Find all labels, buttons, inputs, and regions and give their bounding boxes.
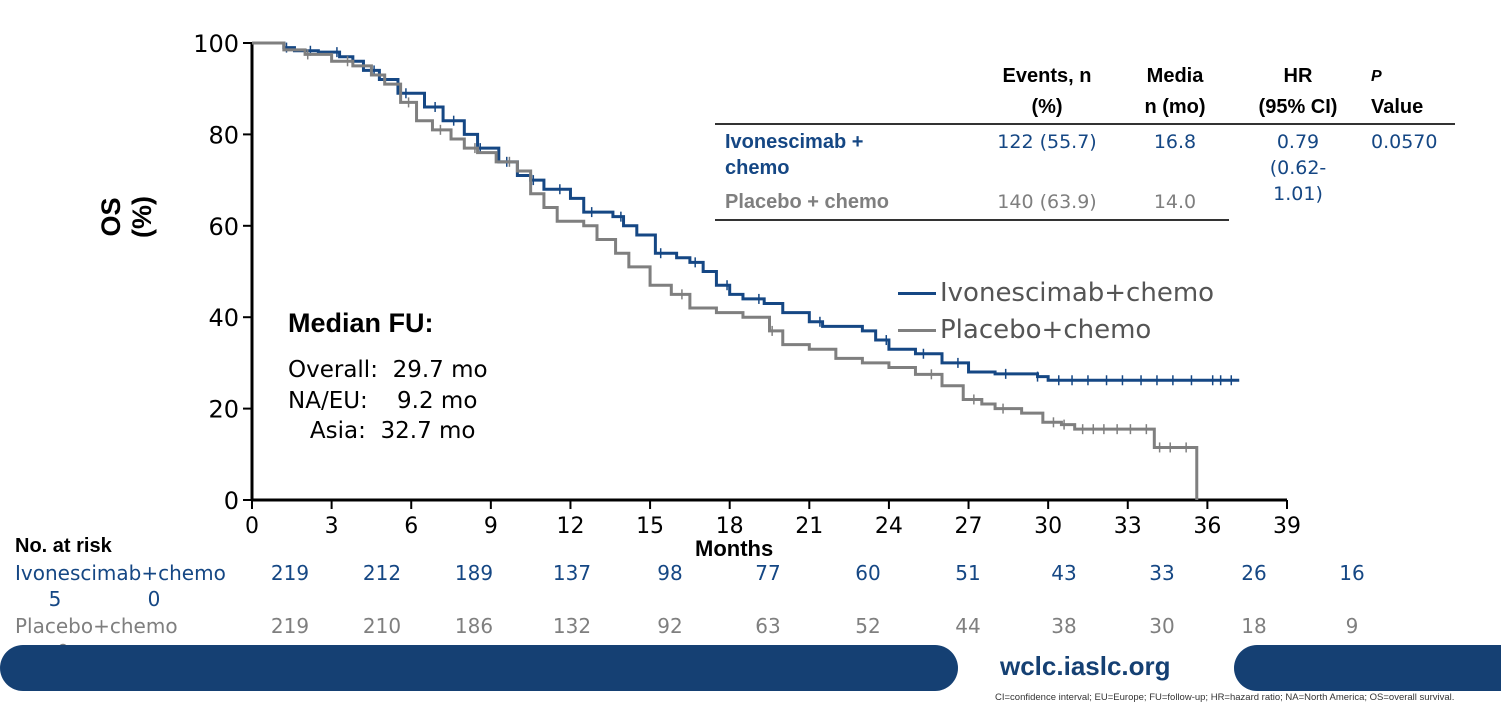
y-tick-label: 20 — [208, 396, 239, 424]
y-tick-label: 40 — [208, 304, 239, 332]
header-arm — [715, 60, 973, 125]
risk-value: 132 — [552, 614, 592, 638]
x-tick-label: 30 — [1034, 514, 1062, 539]
footer-band-left — [0, 645, 958, 691]
efficacy-table: Events, n (%) Media n (mo) HR (95% CI) P Val… — [715, 60, 1455, 221]
risk-value: 30 — [1149, 614, 1175, 638]
legend-label-placebo: Placebo+chemo — [940, 315, 1152, 345]
median-placebo: 14.0 — [1121, 185, 1229, 221]
legend-item-ivonescimab: Ivonescimab+chemo — [898, 278, 1214, 308]
x-tick-label: 3 — [325, 514, 339, 539]
risk-value: 18 — [1241, 614, 1267, 638]
risk-value: 212 — [362, 561, 402, 585]
median-fu-title: Median FU: — [288, 308, 434, 338]
footer-band-right — [1234, 645, 1501, 691]
events-ivonescimab: 122 (55.7) — [997, 131, 1097, 153]
header-p-value: P Value — [1367, 60, 1455, 125]
arm-placebo: Placebo + chemo — [715, 185, 973, 221]
header-events: Events, n (%) — [973, 60, 1121, 125]
header-hr: HR (95% CI) — [1229, 60, 1367, 125]
risk-value: 186 — [454, 614, 494, 638]
legend-swatch-placebo — [898, 328, 936, 332]
median-ivonescimab: 16.8 — [1153, 131, 1197, 153]
y-tick-label: 100 — [193, 30, 239, 58]
risk-value: 60 — [855, 561, 881, 585]
x-tick-label: 6 — [404, 514, 418, 539]
legend-swatch-ivonescimab — [898, 291, 936, 295]
risk-value: 38 — [1051, 614, 1077, 638]
median-fu-overall: Overall: 29.7 mo — [288, 357, 488, 383]
risk-label-placebo: Placebo+chemo — [15, 614, 178, 638]
x-tick-label: 27 — [955, 514, 983, 539]
x-axis-label: Months — [695, 536, 774, 561]
risk-value: 26 — [1241, 561, 1267, 585]
p-value: 0.0570 — [1371, 131, 1438, 153]
arm-ivonescimab: Ivonescimab + chemo — [725, 131, 864, 179]
footnote: CI=confidence interval; EU=Europe; FU=fo… — [995, 692, 1455, 703]
events-placebo: 140 (63.9) — [973, 185, 1121, 221]
x-tick-label: 12 — [556, 514, 584, 539]
legend-label-ivonescimab: Ivonescimab+chemo — [940, 278, 1215, 308]
y-axis-label: OS (%) — [96, 196, 157, 238]
risk-value: 33 — [1149, 561, 1175, 585]
table-row-placebo: Placebo + chemo 140 (63.9) 14.0 — [715, 185, 1455, 221]
risk-value: 189 — [454, 561, 494, 585]
x-tick-label: 36 — [1193, 514, 1221, 539]
site-link[interactable]: wclc.iaslc.org — [1000, 651, 1171, 681]
risk-value-wrapped: 5 — [48, 587, 62, 611]
risk-value: 51 — [955, 561, 981, 585]
risk-table-title: No. at risk — [15, 535, 112, 557]
risk-value: 16 — [1339, 561, 1365, 585]
x-tick-label: 9 — [484, 514, 498, 539]
y-tick-label: 60 — [208, 213, 239, 241]
risk-label-ivonescimab: Ivonescimab+chemo — [15, 561, 226, 585]
x-tick-label: 0 — [245, 514, 259, 539]
risk-value: 77 — [755, 561, 781, 585]
table-row-ivonescimab: Ivonescimab + chemo 122 (55.7) 16.8 0.79(… — [715, 124, 1455, 205]
risk-value: 43 — [1051, 561, 1077, 585]
survival-curves — [252, 41, 1240, 500]
y-tick-label: 80 — [208, 121, 239, 149]
risk-value: 210 — [362, 614, 402, 638]
median-fu-na-eu: NA/EU: 9.2 mo — [288, 388, 478, 414]
efficacy-table-header: Events, n (%) Media n (mo) HR (95% CI) P Val… — [715, 60, 1455, 125]
risk-value: 52 — [855, 614, 881, 638]
risk-value: 137 — [552, 561, 592, 585]
risk-value: 92 — [657, 614, 683, 638]
risk-value-wrapped: 0 — [147, 587, 161, 611]
hazard-ratio: 0.79 (0.62- 1.01) — [1269, 131, 1327, 205]
x-tick-label: 39 — [1273, 514, 1301, 539]
x-tick-label: 15 — [636, 514, 664, 539]
risk-value: 219 — [270, 614, 310, 638]
curve-placebo — [252, 41, 1199, 500]
risk-value: 219 — [270, 561, 310, 585]
risk-value: 63 — [755, 614, 781, 638]
risk-value: 9 — [1345, 614, 1359, 638]
x-tick-label: 24 — [875, 514, 903, 539]
x-tick-label: 21 — [795, 514, 823, 539]
y-tick-label: 0 — [224, 487, 239, 515]
median-fu-asia: Asia: 32.7 mo — [288, 418, 476, 444]
risk-value: 44 — [955, 614, 981, 638]
x-tick-label: 18 — [716, 514, 744, 539]
header-median: Media n (mo) — [1121, 60, 1229, 125]
x-tick-label: 33 — [1114, 514, 1142, 539]
legend-item-placebo: Placebo+chemo — [898, 315, 1151, 345]
risk-value: 98 — [657, 561, 683, 585]
